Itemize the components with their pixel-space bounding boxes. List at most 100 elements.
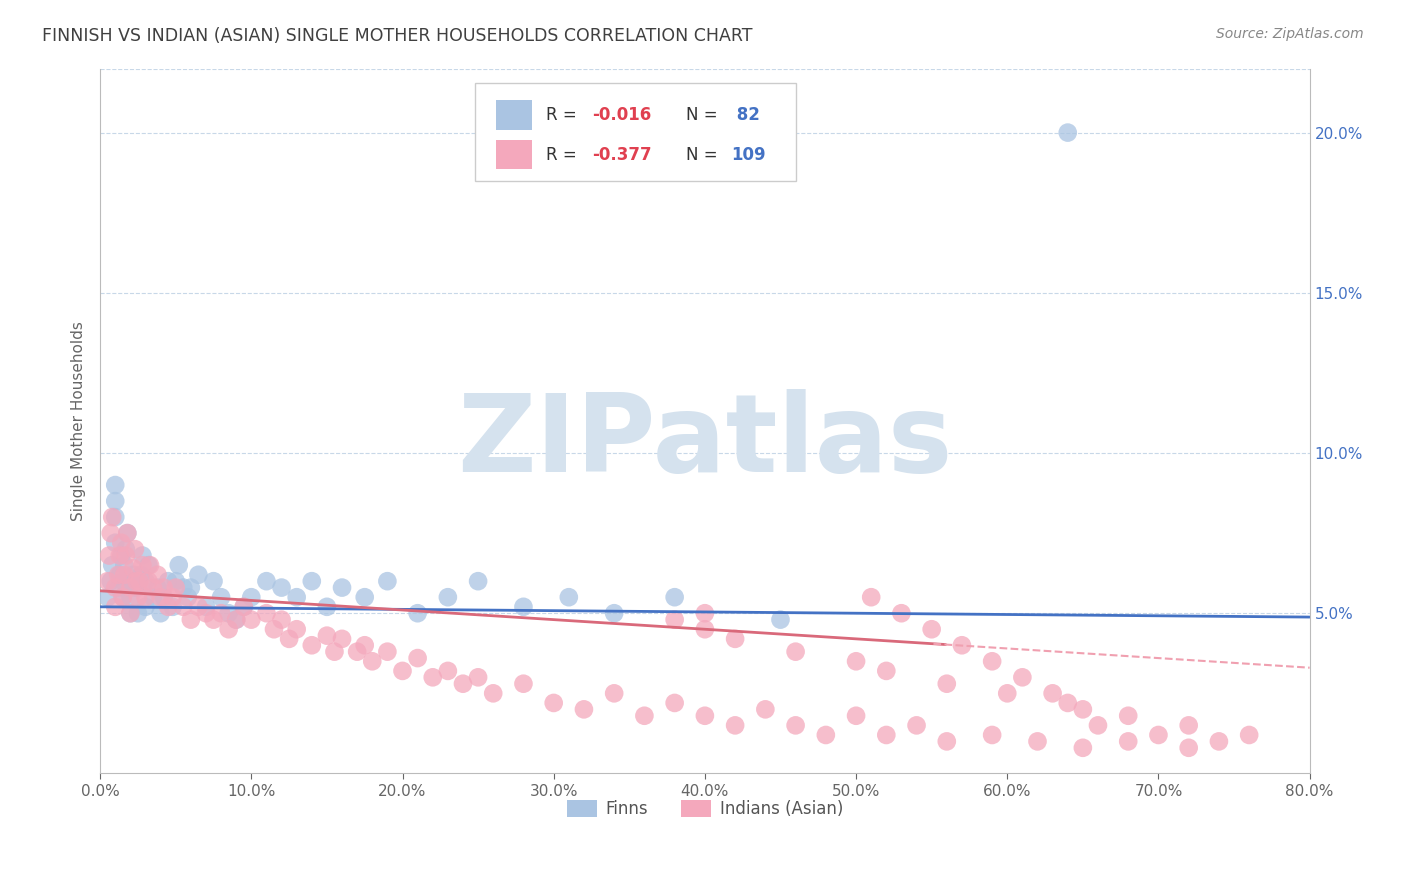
Point — [693, 622, 716, 636]
Point — [1237, 728, 1260, 742]
Point — [165, 581, 187, 595]
Point — [180, 613, 202, 627]
Point — [111, 591, 134, 605]
Point — [167, 558, 190, 573]
Point — [120, 606, 142, 620]
Point — [316, 599, 339, 614]
Legend: Finns, Indians (Asian): Finns, Indians (Asian) — [560, 794, 849, 825]
Point — [391, 664, 413, 678]
Point — [110, 549, 132, 563]
Point — [187, 599, 209, 614]
Point — [905, 718, 928, 732]
Point — [1177, 740, 1199, 755]
Point — [124, 581, 146, 595]
Point — [104, 510, 127, 524]
Point — [1042, 686, 1064, 700]
Point — [149, 591, 172, 605]
Point — [316, 629, 339, 643]
Point — [110, 535, 132, 549]
Point — [134, 599, 156, 614]
Point — [285, 591, 308, 605]
Point — [157, 599, 180, 614]
Point — [138, 574, 160, 589]
Point — [117, 526, 139, 541]
Point — [232, 599, 254, 614]
Point — [146, 581, 169, 595]
Point — [124, 542, 146, 557]
Point — [1087, 718, 1109, 732]
Point — [127, 591, 149, 605]
Point — [104, 478, 127, 492]
Point — [142, 591, 165, 605]
Point — [406, 651, 429, 665]
Point — [558, 591, 581, 605]
Point — [142, 581, 165, 595]
Point — [754, 702, 776, 716]
Point — [422, 670, 444, 684]
Point — [209, 591, 232, 605]
Point — [97, 591, 120, 605]
Point — [134, 591, 156, 605]
Text: 109: 109 — [731, 145, 766, 163]
Point — [128, 574, 150, 589]
Point — [406, 606, 429, 620]
Point — [1208, 734, 1230, 748]
FancyBboxPatch shape — [475, 83, 796, 181]
Point — [114, 542, 136, 557]
Point — [162, 599, 184, 614]
Point — [1071, 740, 1094, 755]
Point — [664, 613, 686, 627]
Point — [108, 549, 131, 563]
Point — [172, 599, 194, 614]
Point — [114, 549, 136, 563]
Point — [860, 591, 883, 605]
Point — [633, 708, 655, 723]
Point — [256, 574, 278, 589]
Point — [172, 581, 194, 595]
Point — [451, 676, 474, 690]
Point — [104, 599, 127, 614]
Point — [603, 606, 626, 620]
Point — [845, 708, 868, 723]
Point — [935, 734, 957, 748]
Text: R =: R = — [547, 145, 582, 163]
Point — [921, 622, 943, 636]
Point — [112, 558, 135, 573]
Point — [131, 549, 153, 563]
Point — [157, 574, 180, 589]
Point — [117, 526, 139, 541]
Point — [202, 574, 225, 589]
Point — [139, 558, 162, 573]
Point — [129, 567, 152, 582]
Point — [512, 599, 534, 614]
Point — [218, 606, 240, 620]
Point — [330, 581, 353, 595]
Point — [1116, 734, 1139, 748]
Point — [225, 613, 247, 627]
Point — [270, 581, 292, 595]
Point — [1116, 708, 1139, 723]
Point — [97, 574, 120, 589]
Point — [995, 686, 1018, 700]
Point — [1147, 728, 1170, 742]
Point — [111, 591, 134, 605]
Point — [101, 558, 124, 573]
Point — [845, 654, 868, 668]
Point — [225, 613, 247, 627]
Point — [467, 574, 489, 589]
Point — [120, 581, 142, 595]
Point — [346, 645, 368, 659]
Point — [301, 638, 323, 652]
Point — [437, 591, 460, 605]
Point — [935, 676, 957, 690]
Point — [146, 567, 169, 582]
Point — [467, 670, 489, 684]
Point — [100, 526, 122, 541]
Point — [240, 613, 263, 627]
Point — [149, 606, 172, 620]
Point — [218, 622, 240, 636]
Point — [120, 606, 142, 620]
Point — [152, 591, 174, 605]
Point — [512, 676, 534, 690]
Point — [100, 574, 122, 589]
